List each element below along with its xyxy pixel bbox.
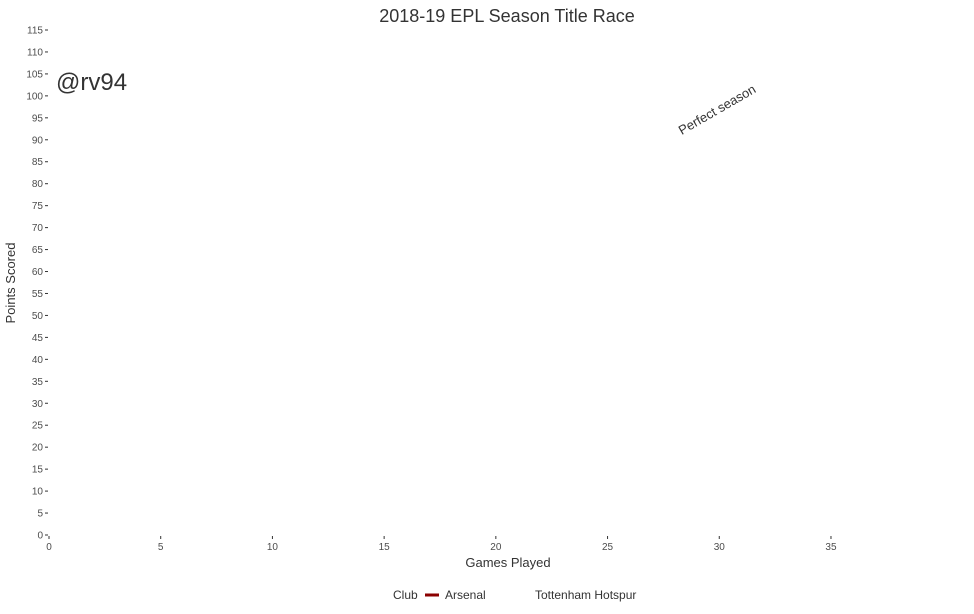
y-tick-label: 20 — [32, 443, 44, 454]
x-tick-label: 35 — [825, 542, 837, 553]
y-tick-label: 25 — [32, 421, 44, 432]
y-tick-label: 115 — [27, 26, 43, 37]
y-axis-title: Points Scored — [3, 243, 18, 324]
y-tick-label: 35 — [32, 377, 44, 388]
x-tick-label: 25 — [602, 542, 614, 553]
y-axis: 0 5 10 15 20 25 30 35 40 45 50 55 60 65 70 75 80 85 90 95 10… — [26, 26, 48, 542]
y-tick-label: 75 — [32, 201, 44, 212]
y-tick-label: 40 — [32, 355, 44, 366]
x-tick-label: 30 — [714, 542, 726, 553]
y-tick-label: 60 — [32, 267, 44, 278]
annotation-label: Perfect season — [676, 81, 759, 137]
y-tick-label: 90 — [32, 135, 44, 146]
watermark-handle: @rv94 — [56, 69, 127, 96]
y-tick-label: 110 — [27, 47, 43, 58]
y-tick-label: 50 — [32, 311, 44, 322]
y-tick-label: 15 — [32, 465, 44, 476]
legend-title: Club — [393, 588, 418, 602]
x-axis: 0 5 10 15 20 25 30 35 — [46, 536, 837, 553]
y-tick-label: 30 — [32, 399, 44, 410]
y-tick-label: 80 — [32, 179, 44, 190]
x-axis-title: Games Played — [465, 555, 550, 570]
y-tick-label: 105 — [26, 69, 43, 80]
y-tick-label: 85 — [32, 157, 44, 168]
y-tick-label: 70 — [32, 223, 44, 234]
legend-item-label: Tottenham Hotspur — [535, 588, 636, 602]
y-tick-label: 95 — [32, 113, 44, 124]
x-tick-label: 10 — [267, 542, 279, 553]
y-tick-label: 55 — [32, 289, 44, 300]
y-tick-label: 10 — [32, 487, 44, 498]
annotation-layer: Perfect season — [676, 81, 759, 137]
x-tick-label: 5 — [158, 542, 164, 553]
x-tick-label: 0 — [46, 542, 52, 553]
x-tick-label: 15 — [379, 542, 391, 553]
y-tick-label: 65 — [32, 245, 44, 256]
chart-title: 2018-19 EPL Season Title Race — [379, 6, 635, 26]
y-tick-label: 5 — [37, 509, 43, 520]
legend: Club Arsenal Tottenham Hotspur — [393, 588, 636, 602]
legend-item-label: Arsenal — [445, 588, 486, 602]
y-tick-label: 45 — [32, 333, 44, 344]
y-tick-label: 100 — [26, 91, 43, 102]
x-tick-label: 20 — [490, 542, 502, 553]
y-tick-label: 0 — [37, 531, 43, 542]
